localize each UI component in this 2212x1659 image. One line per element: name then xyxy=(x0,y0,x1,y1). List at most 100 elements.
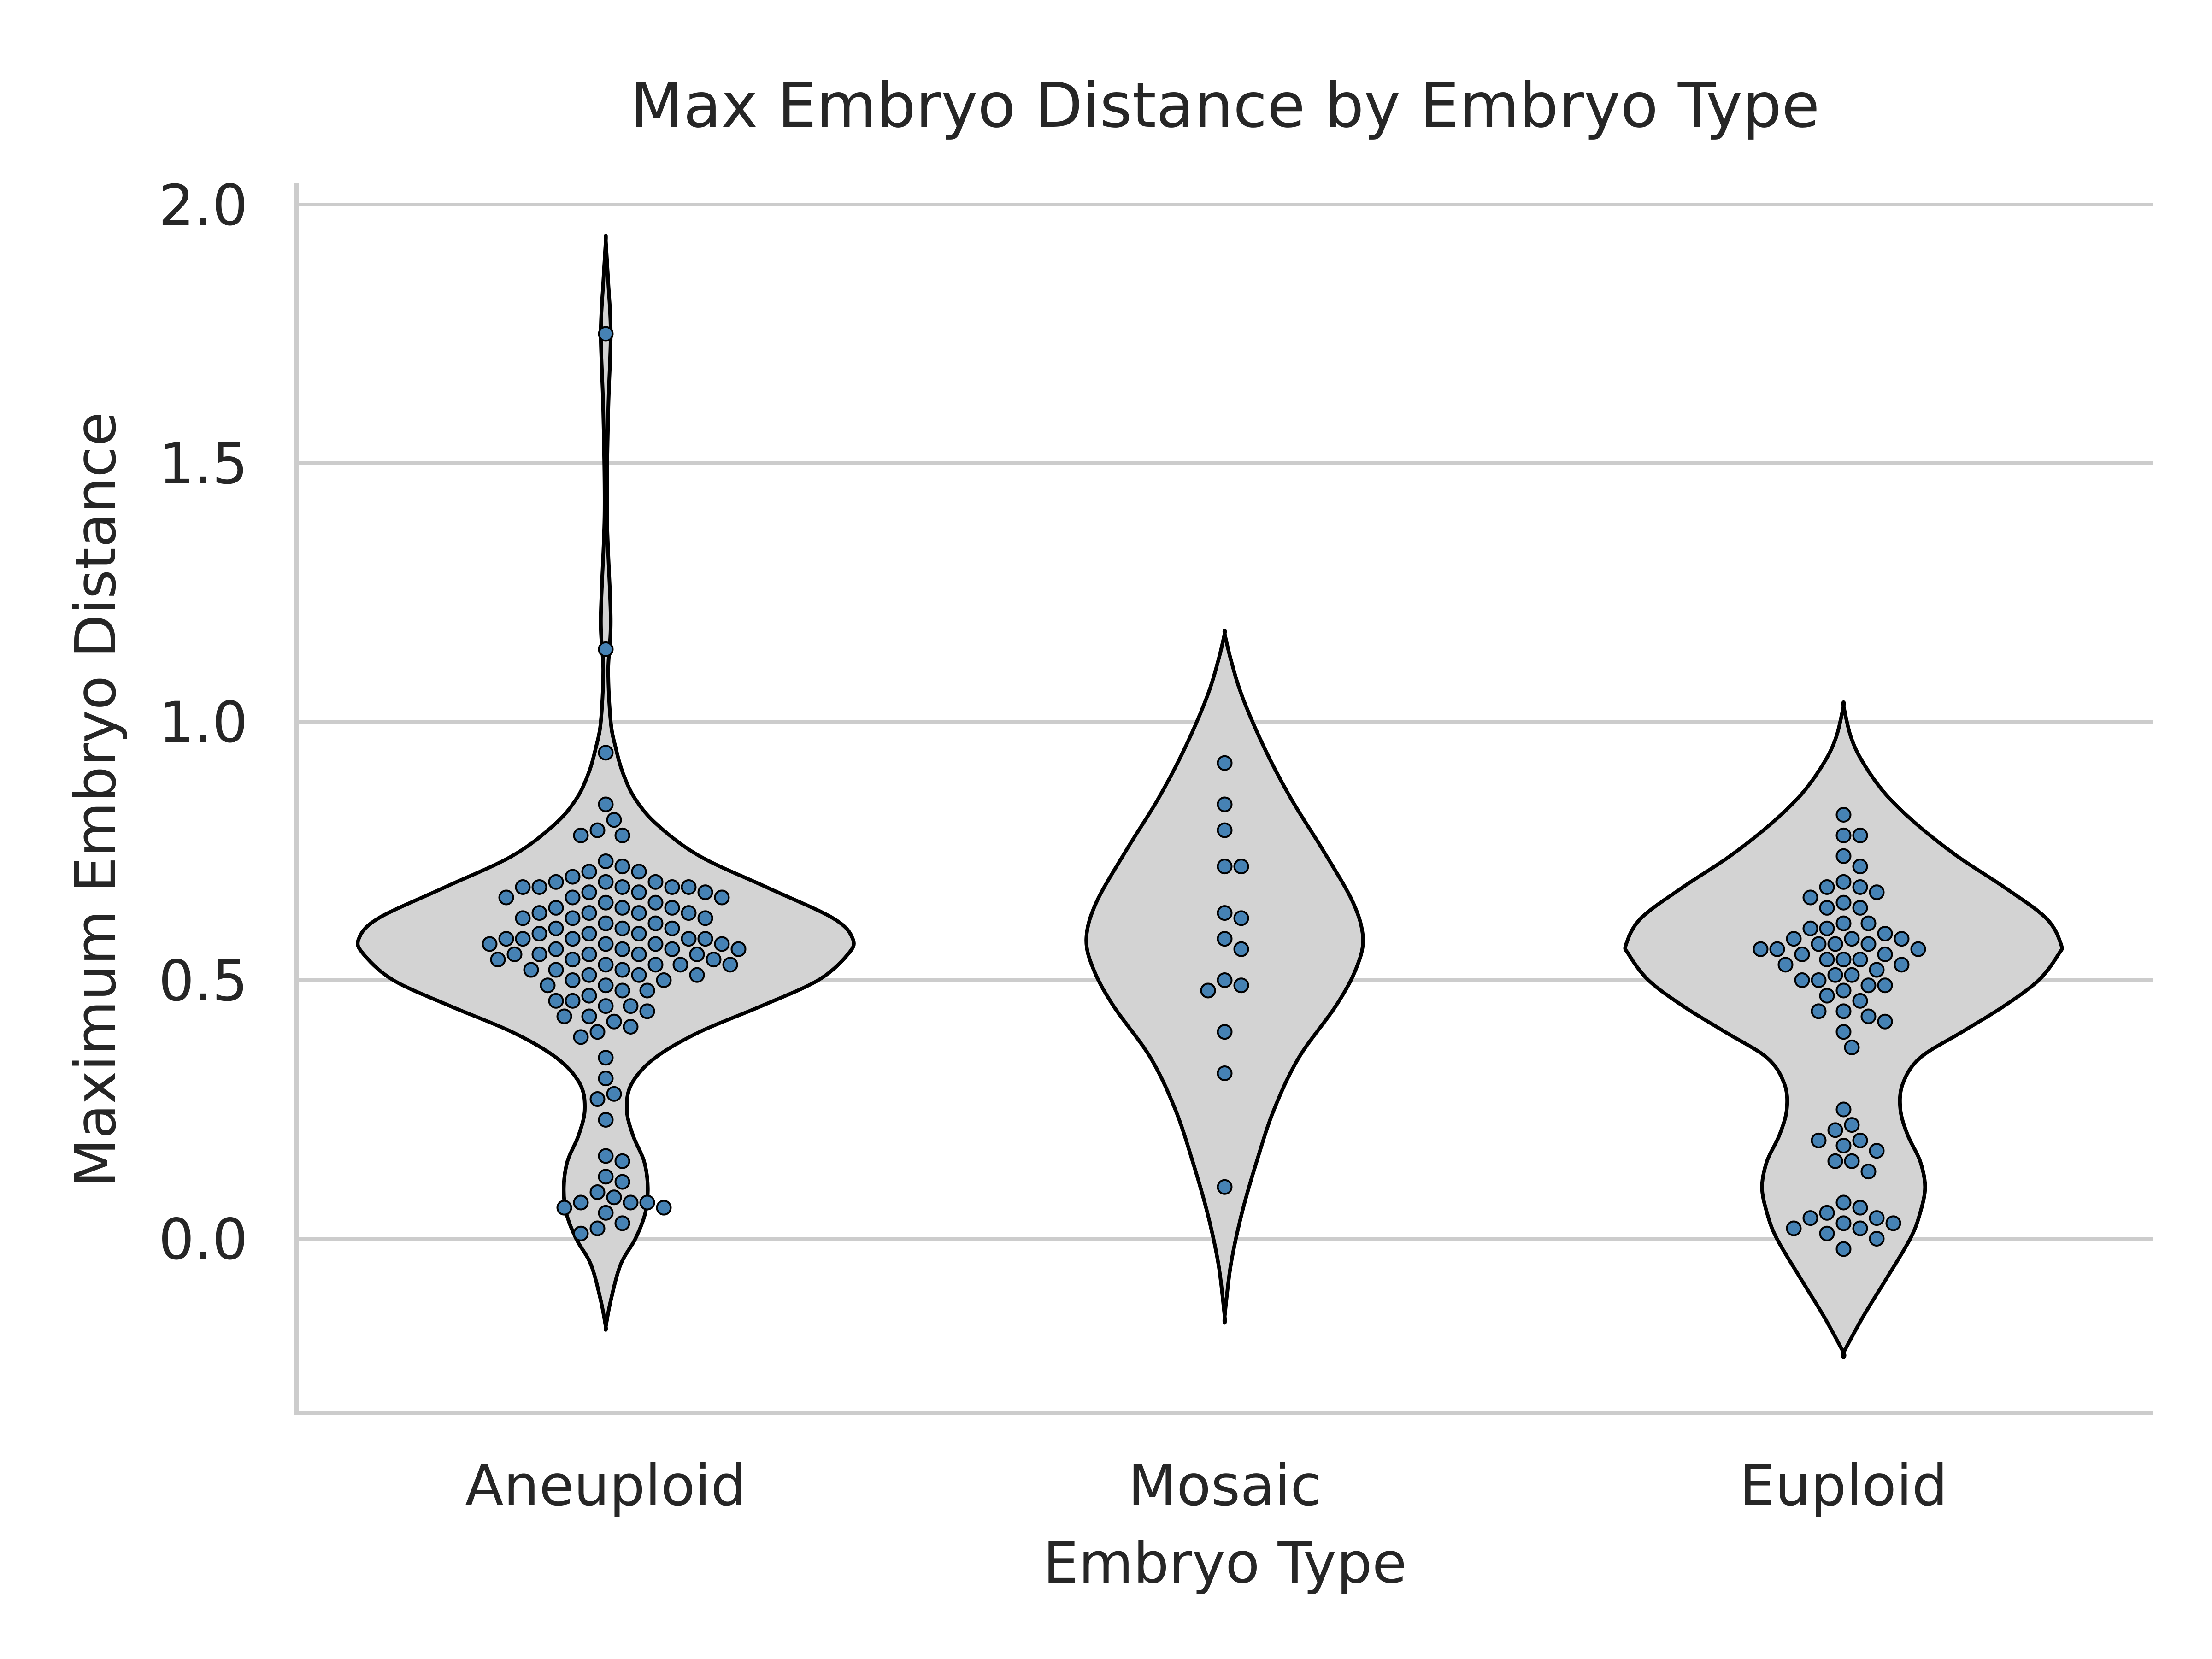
swarm-point-aneuploid xyxy=(681,905,697,921)
swarm-point-aneuploid xyxy=(681,931,697,947)
swarm-point-aneuploid xyxy=(573,827,589,843)
swarm-point-mosaic xyxy=(1200,982,1216,999)
swarm-point-aneuploid xyxy=(614,1153,630,1169)
swarm-point-euploid xyxy=(1894,957,1910,973)
swarm-point-aneuploid xyxy=(656,1200,672,1216)
swarm-point-mosaic xyxy=(1217,1024,1233,1040)
swarm-point-euploid xyxy=(1860,936,1877,952)
swarm-point-aneuploid xyxy=(631,905,647,921)
swarm-point-aneuploid xyxy=(647,894,664,911)
swarm-point-euploid xyxy=(1835,982,1852,999)
swarm-point-euploid xyxy=(1819,952,1835,968)
swarm-point-aneuploid xyxy=(581,864,597,880)
swarm-point-euploid xyxy=(1877,946,1893,962)
swarm-point-euploid xyxy=(1802,1210,1818,1226)
swarm-point-aneuploid xyxy=(498,889,514,906)
swarm-point-aneuploid xyxy=(639,1194,655,1211)
swarm-point-aneuploid xyxy=(606,1013,622,1030)
swarm-point-euploid xyxy=(1910,941,1926,957)
y-tick-label: 1.5 xyxy=(159,431,248,497)
swarm-point-aneuploid xyxy=(631,864,647,880)
swarm-point-aneuploid xyxy=(598,1148,614,1164)
swarm-point-aneuploid xyxy=(598,977,614,994)
swarm-point-aneuploid xyxy=(540,977,556,994)
swarm-point-aneuploid xyxy=(606,812,622,828)
swarm-point-euploid xyxy=(1835,1241,1852,1257)
swarm-point-mosaic xyxy=(1217,1179,1233,1195)
swarm-point-euploid xyxy=(1860,1164,1877,1180)
swarm-point-euploid xyxy=(1852,827,1868,843)
swarm-point-aneuploid xyxy=(697,884,713,900)
swarm-point-aneuploid xyxy=(631,884,647,900)
swarm-point-euploid xyxy=(1827,1122,1843,1138)
swarm-point-aneuploid xyxy=(614,941,630,957)
swarm-point-euploid xyxy=(1844,1117,1860,1133)
swarm-point-euploid xyxy=(1835,1003,1852,1019)
swarm-point-aneuploid xyxy=(589,1091,606,1107)
swarm-point-euploid xyxy=(1869,884,1885,900)
swarm-point-aneuploid xyxy=(614,982,630,999)
swarm-point-euploid xyxy=(1852,1220,1868,1236)
swarm-point-euploid xyxy=(1869,962,1885,978)
swarm-point-mosaic xyxy=(1217,1065,1233,1081)
swarm-point-aneuploid xyxy=(598,326,614,342)
swarm-point-aneuploid xyxy=(631,967,647,983)
swarm-point-aneuploid xyxy=(598,874,614,890)
swarm-point-aneuploid xyxy=(548,920,564,936)
swarm-point-mosaic xyxy=(1217,755,1233,771)
swarm-point-mosaic xyxy=(1233,977,1249,994)
swarm-point-euploid xyxy=(1852,1200,1868,1216)
swarm-point-euploid xyxy=(1860,1008,1877,1024)
swarm-point-euploid xyxy=(1852,859,1868,875)
swarm-point-aneuploid xyxy=(598,796,614,812)
swarm-point-aneuploid xyxy=(664,920,680,936)
swarm-point-euploid xyxy=(1786,931,1802,947)
swarm-point-aneuploid xyxy=(598,998,614,1014)
swarm-point-euploid xyxy=(1869,1143,1885,1159)
swarm-point-euploid xyxy=(1860,915,1877,931)
swarm-point-euploid xyxy=(1827,1153,1843,1169)
swarm-point-aneuploid xyxy=(606,1086,622,1102)
swarm-point-aneuploid xyxy=(598,894,614,911)
swarm-point-aneuploid xyxy=(697,931,713,947)
swarm-point-euploid xyxy=(1869,1210,1885,1226)
swarm-point-aneuploid xyxy=(672,957,688,973)
swarm-point-aneuploid xyxy=(598,1169,614,1185)
swarm-point-euploid xyxy=(1844,931,1860,947)
swarm-point-aneuploid xyxy=(614,879,630,895)
swarm-point-aneuploid xyxy=(581,926,597,942)
swarm-point-mosaic xyxy=(1217,796,1233,812)
swarm-point-euploid xyxy=(1811,972,1827,988)
swarm-point-aneuploid xyxy=(656,972,672,988)
swarm-point-aneuploid xyxy=(614,859,630,875)
swarm-point-aneuploid xyxy=(598,1205,614,1221)
swarm-point-aneuploid xyxy=(614,962,630,978)
swarm-point-euploid xyxy=(1802,920,1818,936)
swarm-point-aneuploid xyxy=(506,946,523,962)
swarm-point-aneuploid xyxy=(515,879,531,895)
swarm-point-aneuploid xyxy=(581,967,597,983)
swarm-point-aneuploid xyxy=(598,745,614,761)
swarm-point-euploid xyxy=(1769,941,1785,957)
swarm-point-aneuploid xyxy=(614,827,630,843)
swarm-point-euploid xyxy=(1819,988,1835,1004)
violins xyxy=(356,234,2064,1359)
swarm-point-aneuploid xyxy=(581,1008,597,1024)
swarm-point-aneuploid xyxy=(573,1194,589,1211)
swarm-point-euploid xyxy=(1835,806,1852,823)
swarm-point-mosaic xyxy=(1217,905,1233,921)
swarm-point-aneuploid xyxy=(722,957,738,973)
y-tick-label: 1.0 xyxy=(159,690,248,755)
swarm-point-euploid xyxy=(1852,900,1868,916)
swarm-point-euploid xyxy=(1819,920,1835,936)
swarm-point-aneuploid xyxy=(531,879,547,895)
violin-aneuploid xyxy=(356,234,856,1332)
swarm-point-aneuploid xyxy=(664,879,680,895)
swarm-point-euploid xyxy=(1844,1039,1860,1055)
swarm-point-aneuploid xyxy=(589,1184,606,1200)
swarm-point-euploid xyxy=(1819,1225,1835,1241)
x-tick-label: Mosaic xyxy=(1128,1453,1321,1518)
swarm-point-aneuploid xyxy=(598,915,614,931)
swarm-point-euploid xyxy=(1877,926,1893,942)
swarm-point-mosaic xyxy=(1217,972,1233,988)
